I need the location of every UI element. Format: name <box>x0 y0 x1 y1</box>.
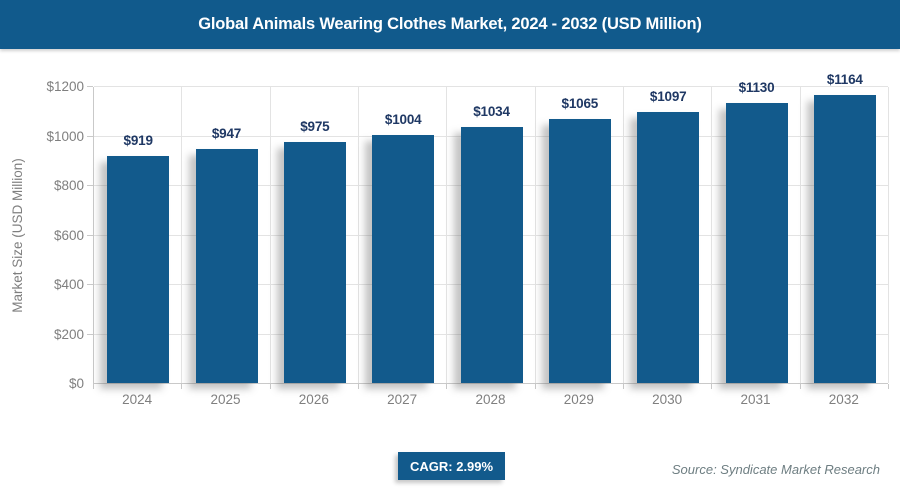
bar-value-label: $1065 <box>561 96 599 112</box>
bar-value-label: $947 <box>211 125 242 141</box>
x-axis-tick <box>358 384 359 389</box>
gridline-vertical <box>623 87 624 383</box>
y-axis-tick <box>87 234 93 236</box>
cagr-label: CAGR: 2.99% <box>410 458 494 474</box>
chart-title: Global Animals Wearing Clothes Market, 2… <box>198 15 702 33</box>
gridline-vertical <box>711 87 713 383</box>
x-tick-label: 2027 <box>387 392 418 407</box>
x-tick-label: 2026 <box>298 392 329 407</box>
x-tick-label: 2028 <box>475 392 506 407</box>
gridline-vertical <box>534 87 536 383</box>
x-tick-label: 2025 <box>210 392 241 407</box>
x-axis-tick <box>93 384 94 389</box>
gridline-vertical <box>446 87 448 383</box>
gridline-vertical <box>269 87 271 383</box>
bar-2027 <box>372 134 435 383</box>
y-tick-label: $200 <box>53 326 84 342</box>
y-axis-tick <box>87 333 93 335</box>
y-tick-label: $1000 <box>46 128 84 144</box>
x-axis-tick <box>181 384 183 389</box>
x-tick-label: 2029 <box>563 392 594 407</box>
bar-value-label: $975 <box>300 118 330 134</box>
gridline-vertical <box>888 87 889 383</box>
bar-2024 <box>107 155 170 383</box>
gridline-horizontal <box>94 86 888 87</box>
x-axis-tick <box>534 384 536 389</box>
y-axis-tick <box>87 284 93 285</box>
bar-value-label: $1164 <box>826 71 863 87</box>
bar-value-label: $1004 <box>384 111 422 127</box>
bar-2029 <box>548 119 611 383</box>
x-axis-tick <box>799 384 801 389</box>
y-tick-label: $400 <box>53 277 84 292</box>
x-axis-tick <box>623 384 624 389</box>
bar-2028 <box>460 127 523 383</box>
y-tick-label: $600 <box>53 227 84 243</box>
y-axis-tick <box>87 135 93 137</box>
gridline-vertical <box>799 87 801 383</box>
x-tick-label: 2024 <box>122 392 153 407</box>
y-tick-label: $1200 <box>46 79 84 94</box>
bar-value-label: $1034 <box>473 104 510 120</box>
x-axis-tick <box>888 384 889 389</box>
bar-value-label: $919 <box>123 132 153 148</box>
y-axis-tick <box>87 86 93 87</box>
plot-area: $919 $947 $975 $1004 $1034 $1065 $1097 $1130 $11… <box>87 72 889 389</box>
bar-2025 <box>195 148 258 383</box>
cagr-badge: CAGR: 2.99% <box>398 452 506 480</box>
bar-2030 <box>637 111 700 383</box>
source-attribution: Source: Syndicate Market Research <box>671 462 880 477</box>
x-axis-tick <box>446 384 448 389</box>
bar-value-label: $1097 <box>649 88 687 104</box>
bar-2032 <box>813 94 876 383</box>
bar-2031 <box>725 103 788 383</box>
y-tick-label: $0 <box>68 376 84 391</box>
x-tick-label: 2032 <box>828 392 859 407</box>
bar-value-label: $1130 <box>738 80 775 96</box>
gridline-vertical <box>181 87 183 383</box>
y-tick-label: $800 <box>53 178 84 193</box>
chart-title-bar: Global Animals Wearing Clothes Market, 2… <box>0 0 900 49</box>
bar-2026 <box>283 141 346 383</box>
gridline-vertical <box>358 87 359 383</box>
x-axis-tick <box>711 384 713 389</box>
x-tick-label: 2030 <box>652 392 683 407</box>
x-tick-label: 2031 <box>740 392 771 407</box>
x-axis-tick <box>269 384 271 389</box>
y-axis-tick <box>87 185 93 186</box>
